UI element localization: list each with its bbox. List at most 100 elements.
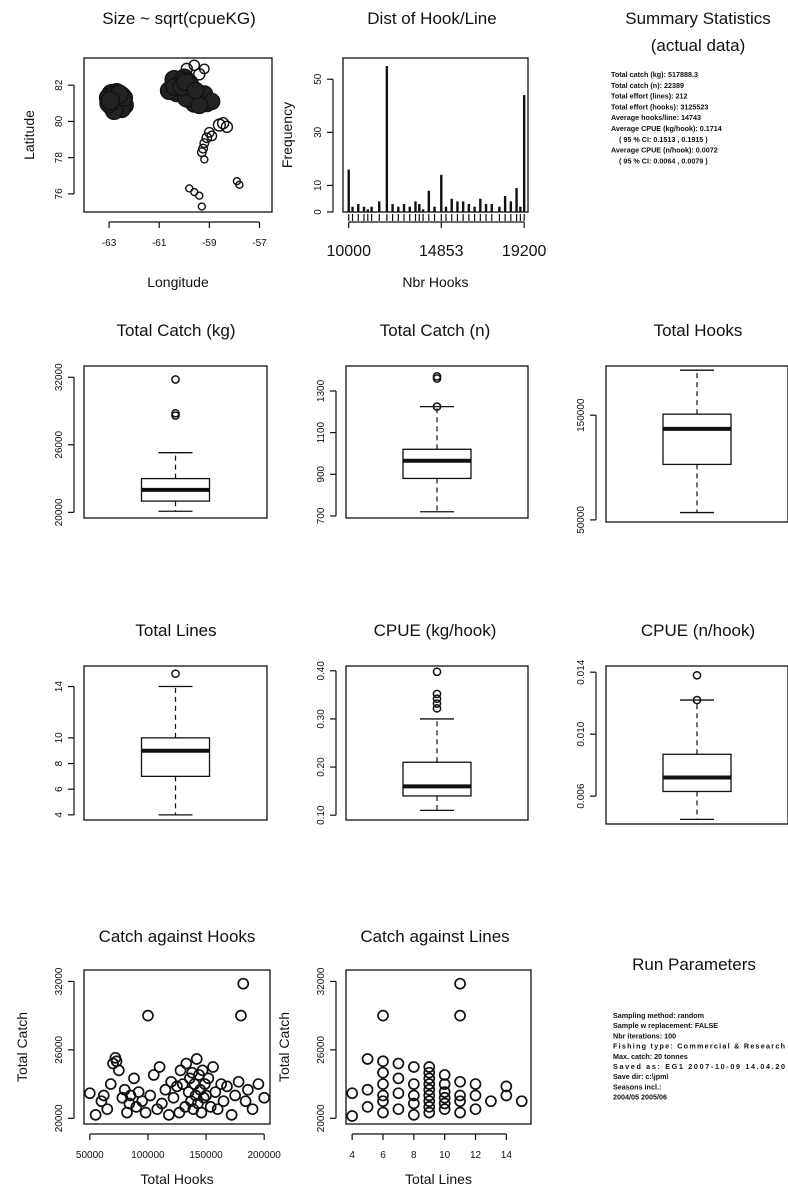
- box_catch_n-y-tick-label: 700: [316, 507, 327, 524]
- scatter_lines-point: [469, 1089, 482, 1102]
- map-x-label: Longitude: [147, 274, 209, 290]
- map-point: [188, 59, 201, 72]
- hist-y-tick-label: 0: [313, 209, 324, 215]
- scatter_lines-y-tick-label: 20000: [316, 1104, 327, 1132]
- box_cpue_kg-y-tick-label: 0.10: [316, 805, 327, 825]
- scatter_lines-title: Catch against Lines: [360, 927, 509, 946]
- run-params-title: Run Parameters: [632, 955, 756, 974]
- hist-y-tick-label: 50: [313, 73, 324, 85]
- scatter_lines-point: [454, 1075, 466, 1088]
- map-point: [216, 117, 230, 130]
- map-point: [206, 130, 218, 142]
- scatter_lines-point: [454, 977, 466, 990]
- map-point: [200, 155, 209, 164]
- scatter_hooks-point: [123, 1097, 136, 1110]
- box_cpue_kg-outlier: [432, 694, 442, 704]
- box_lines-y-tick-label: 14: [54, 681, 65, 693]
- box_lines-frame: [83, 665, 268, 821]
- scatter_hooks-point: [221, 1080, 233, 1093]
- map-point: [197, 202, 207, 211]
- summary-stat-line: Total effort (hooks): 3125523: [611, 102, 708, 111]
- scatter_hooks-point: [246, 1103, 259, 1116]
- scatter_hooks-point: [136, 1095, 148, 1108]
- map-title: Size ~ sqrt(cpueKG): [102, 9, 256, 28]
- box_cpue_kg-frame: [345, 665, 529, 821]
- map-y-tick-label: 82: [54, 79, 65, 91]
- run-param-line: Max. catch: 20 tonnes: [613, 1052, 688, 1061]
- scatter_hooks-point: [207, 1061, 219, 1073]
- map-point: [220, 120, 234, 134]
- scatter_hooks-point: [97, 1089, 110, 1102]
- scatter_lines-point: [407, 1061, 420, 1073]
- scatter_lines-point: [361, 1101, 374, 1113]
- scatter_hooks-point: [104, 1078, 117, 1090]
- scatter_lines-point: [454, 1095, 466, 1108]
- scatter_hooks-point: [171, 1080, 183, 1093]
- summary-stat-line: Average CPUE (n/hook): 0.0072: [611, 146, 718, 155]
- scatter_hooks-point: [190, 1053, 203, 1065]
- scatter_lines-point: [392, 1087, 405, 1100]
- scatter_hooks-point: [225, 1109, 238, 1121]
- scatter_lines-y-tick-label: 26000: [316, 1036, 327, 1064]
- summary-stat-line: Total effort (lines): 212: [611, 92, 688, 101]
- box_catch_n-outlier: [432, 372, 442, 381]
- scatter_lines-point: [423, 1083, 436, 1096]
- scatter_hooks-point: [159, 1083, 172, 1096]
- box_catch_kg-title: Total Catch (kg): [116, 321, 235, 340]
- hist-frame: [342, 57, 529, 213]
- box_catch_n-box: [402, 448, 472, 480]
- map-frame: [83, 57, 273, 213]
- box_catch_n-frame: [345, 365, 529, 519]
- scatter_hooks-x-tick-label: 100000: [131, 1150, 165, 1161]
- scatter_hooks-point: [196, 1064, 209, 1077]
- map-x-tick-label: -61: [152, 238, 167, 249]
- scatter_hooks-point: [204, 1101, 217, 1113]
- box_cpue_kg-y-tick-label: 0.20: [316, 757, 327, 777]
- summary-stat-line: Total catch (n): 22389: [611, 81, 684, 90]
- scatter_hooks-point: [252, 1078, 265, 1090]
- summary-stat-line: ( 95 % CI: 0.1513 , 0.1915 ): [619, 135, 708, 144]
- scatter_hooks-point: [113, 1064, 125, 1077]
- scatter_hooks-x-label: Total Hooks: [140, 1171, 213, 1187]
- scatter_lines-point: [346, 1087, 359, 1100]
- scatter_hooks-point: [83, 1087, 96, 1100]
- box_cpue_n-y-tick-label: 0.010: [576, 721, 587, 746]
- scatter_lines-point: [392, 1057, 405, 1070]
- scatter_lines-point: [438, 1078, 451, 1090]
- scatter_hooks-point: [237, 977, 250, 990]
- scatter_hooks-point: [180, 1057, 193, 1070]
- scatter_hooks-point: [142, 1009, 154, 1022]
- scatter_lines-point: [438, 1097, 451, 1110]
- scatter_lines-point: [469, 1078, 482, 1090]
- scatter_lines-point: [407, 1109, 420, 1121]
- run-param-line: Sampling method: random: [613, 1011, 704, 1020]
- scatter_hooks-point: [89, 1109, 102, 1121]
- map-point: [100, 90, 121, 111]
- box_cpue_kg-outlier: [432, 689, 442, 699]
- scatter_lines-point: [407, 1097, 420, 1110]
- scatter_lines-x-tick-label: 14: [501, 1150, 513, 1161]
- run-param-line: Fishing type: Commercial & Research: [613, 1042, 785, 1051]
- map-point: [201, 132, 213, 144]
- scatter_hooks-point: [229, 1089, 241, 1102]
- scatter_hooks-point: [139, 1106, 152, 1119]
- scatter_hooks-point: [167, 1091, 180, 1104]
- box_cpue_kg-box: [402, 761, 472, 797]
- box_hooks-y-tick-label: 150000: [576, 398, 587, 432]
- scatter_hooks-point: [239, 1095, 252, 1108]
- scatter_lines-point: [500, 1089, 513, 1102]
- scatter_lines-x-tick-label: 8: [411, 1150, 417, 1161]
- box_cpue_kg-y-tick-label: 0.30: [316, 709, 327, 729]
- hist-x-tick-label: 14853: [419, 243, 464, 260]
- box_hooks-box: [662, 413, 732, 466]
- scatter_lines-y-tick-label: 32000: [316, 967, 327, 995]
- scatter_lines-x-tick-label: 10: [439, 1150, 451, 1161]
- box_catch_kg-y-tick-label: 32000: [54, 363, 65, 391]
- scatter_hooks-point: [174, 1064, 187, 1077]
- box_cpue_kg-title: CPUE (kg/hook): [374, 621, 497, 640]
- scatter_hooks-point: [144, 1089, 157, 1102]
- scatter_lines-point: [423, 1095, 436, 1108]
- scatter_hooks-point: [217, 1095, 230, 1108]
- scatter_hooks-point: [195, 1106, 208, 1119]
